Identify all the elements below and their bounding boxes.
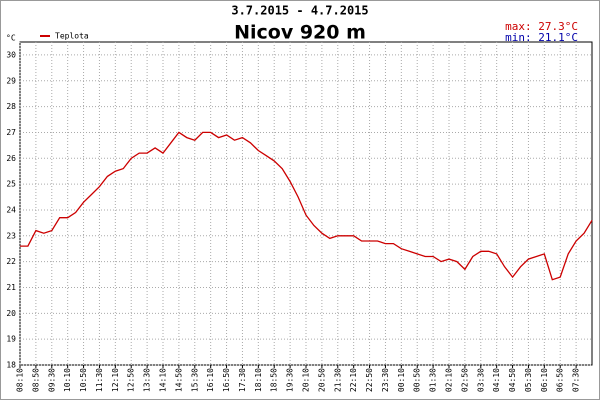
- max-annotation: max: 27.3°C: [505, 20, 578, 33]
- chart-subtitle: 3.7.2015 - 4.7.2015: [231, 4, 368, 18]
- x-tick-label: 23:30: [381, 368, 390, 392]
- x-tick-label: 01:30: [429, 368, 438, 392]
- x-tick-label: 03:30: [476, 368, 485, 392]
- x-tick-label: 21:30: [333, 368, 342, 392]
- chart-title: Nicov 920 m: [234, 22, 366, 44]
- plot-area: [19, 41, 593, 366]
- x-tick-label: 18:50: [270, 368, 279, 392]
- x-tick-label: 20:50: [317, 368, 326, 392]
- y-tick-label: 23: [6, 231, 16, 240]
- y-tick-label: 22: [6, 257, 16, 266]
- y-axis-label: °C: [6, 34, 16, 43]
- x-tick-label: 00:50: [413, 368, 422, 392]
- y-tick-label: 18: [6, 361, 16, 370]
- x-tick-label: 22:10: [349, 368, 358, 392]
- x-tick-label: 16:50: [222, 368, 231, 392]
- legend-label: Teplota: [55, 32, 89, 41]
- x-tick-label: 05:30: [524, 368, 533, 392]
- x-tick-label: 06:10: [540, 368, 549, 392]
- x-tick-label: 22:50: [365, 368, 374, 392]
- x-tick-label: 15:30: [190, 368, 199, 392]
- x-tick-label: 18:10: [254, 368, 263, 392]
- x-tick-label: 02:10: [445, 368, 454, 392]
- x-tick-label: 08:50: [31, 368, 40, 392]
- x-tick-label: 11:30: [95, 368, 104, 392]
- x-tick-label: 13:30: [143, 368, 152, 392]
- x-tick-label: 02:50: [460, 368, 469, 392]
- x-tick-label: 00:10: [397, 368, 406, 392]
- y-tick-label: 27: [6, 128, 16, 137]
- x-tick-label: 17:30: [238, 368, 247, 392]
- x-tick-label: 19:30: [286, 368, 295, 392]
- x-tick-label: 12:10: [111, 368, 120, 392]
- x-tick-label: 07:30: [572, 368, 581, 392]
- x-tick-label: 06:50: [556, 368, 565, 392]
- x-tick-label: 10:10: [63, 368, 72, 392]
- y-tick-label: 30: [6, 50, 16, 59]
- y-tick-label: 21: [6, 283, 16, 292]
- x-tick-label: 12:50: [127, 368, 136, 392]
- line-series: [20, 131, 593, 281]
- y-tick-label: 28: [6, 102, 16, 111]
- y-tick-label: 25: [6, 180, 16, 189]
- y-tick-label: 24: [6, 205, 16, 214]
- y-tick-label: 19: [6, 335, 16, 344]
- x-tick-label: 08:10: [16, 368, 25, 392]
- y-tick-label: 20: [6, 309, 16, 318]
- x-tick-label: 16:10: [206, 368, 215, 392]
- x-tick-label: 14:10: [159, 368, 168, 392]
- y-tick-label: 29: [6, 76, 16, 85]
- x-tick-label: 14:50: [174, 368, 183, 392]
- y-tick-label: 26: [6, 154, 16, 163]
- x-tick-label: 09:30: [47, 368, 56, 392]
- x-tick-label: 20:10: [302, 368, 311, 392]
- x-tick-label: 10:50: [79, 368, 88, 392]
- min-annotation: min: 21.1°C: [505, 31, 578, 44]
- x-tick-label: 04:50: [508, 368, 517, 392]
- x-tick-label: 04:10: [492, 368, 501, 392]
